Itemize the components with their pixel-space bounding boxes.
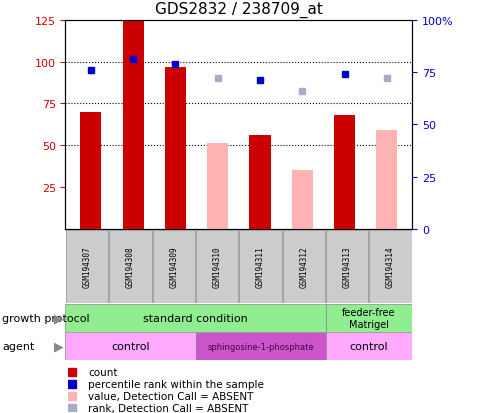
Bar	[376, 131, 396, 229]
Text: count: count	[88, 367, 118, 377]
Bar	[368, 230, 411, 303]
Bar	[66, 230, 108, 303]
Bar	[196, 230, 238, 303]
Bar	[65, 332, 195, 361]
Bar	[109, 230, 151, 303]
Bar	[65, 304, 325, 332]
Bar	[80, 112, 101, 229]
Text: control: control	[349, 342, 387, 351]
Text: ▶: ▶	[54, 340, 64, 353]
Text: GSM194308: GSM194308	[126, 246, 135, 287]
Text: value, Detection Call = ABSENT: value, Detection Call = ABSENT	[88, 391, 253, 401]
Bar	[207, 144, 228, 229]
Text: ▶: ▶	[54, 312, 64, 325]
Text: growth protocol: growth protocol	[2, 313, 90, 323]
Text: GSM194307: GSM194307	[82, 246, 91, 287]
Bar	[122, 22, 143, 229]
Text: control: control	[111, 342, 150, 351]
Text: rank, Detection Call = ABSENT: rank, Detection Call = ABSENT	[88, 403, 248, 413]
Title: GDS2832 / 238709_at: GDS2832 / 238709_at	[154, 2, 322, 18]
Bar	[333, 116, 354, 229]
Bar	[325, 332, 411, 361]
Text: GSM194309: GSM194309	[169, 246, 178, 287]
Text: GSM194311: GSM194311	[256, 246, 264, 287]
Bar	[325, 304, 411, 332]
Bar	[239, 230, 281, 303]
Text: standard condition: standard condition	[143, 313, 247, 323]
Bar	[249, 136, 270, 229]
Bar	[291, 171, 312, 229]
Text: agent: agent	[2, 342, 35, 351]
Bar	[282, 230, 324, 303]
Text: GSM194314: GSM194314	[385, 246, 394, 287]
Text: percentile rank within the sample: percentile rank within the sample	[88, 379, 264, 389]
Text: GSM194310: GSM194310	[212, 246, 221, 287]
Bar	[195, 332, 325, 361]
Bar	[165, 67, 186, 229]
Bar	[152, 230, 195, 303]
Text: feeder-free
Matrigel: feeder-free Matrigel	[341, 308, 395, 329]
Text: GSM194313: GSM194313	[342, 246, 351, 287]
Text: sphingosine-1-phosphate: sphingosine-1-phosphate	[207, 342, 313, 351]
Text: GSM194312: GSM194312	[299, 246, 308, 287]
Bar	[325, 230, 368, 303]
